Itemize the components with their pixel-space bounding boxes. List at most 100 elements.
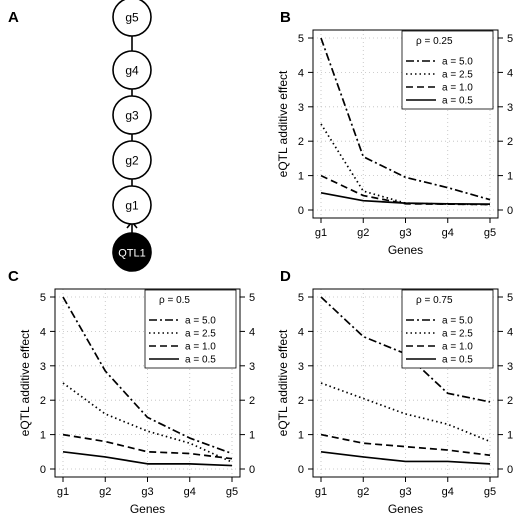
series-line-1 <box>320 382 491 443</box>
x-tick-label: g1 <box>315 227 327 239</box>
y-tick-label-left: 2 <box>298 395 304 407</box>
y-tick-label-left: 0 <box>40 464 46 476</box>
chart-panel-c: C 0 0 1 1 2 2 3 3 4 4 5 5 g1 g2 g3 g4 g5 Genes eQTL additiv… <box>8 268 255 516</box>
y-tick-label-left: 3 <box>298 361 304 373</box>
y-tick-label-left: 4 <box>298 326 304 338</box>
y-tick-label-right: 1 <box>507 430 513 442</box>
y-tick-label-left: 1 <box>298 430 304 442</box>
series-line-0 <box>320 37 491 201</box>
y-tick-label-left: 0 <box>298 464 304 476</box>
y-tick-label-right: 4 <box>249 326 255 338</box>
legend-item: a = 0.5 <box>442 355 473 366</box>
node-g3: g3 <box>112 95 152 135</box>
y-tick-label-left: 0 <box>298 205 304 217</box>
legend-box <box>401 289 494 369</box>
y-tick-label-right: 1 <box>507 171 513 183</box>
y-tick-label-right: 1 <box>249 430 255 442</box>
y-axis-label: eQTL additive effect <box>276 329 290 436</box>
y-tick-label-left: 2 <box>298 136 304 148</box>
svg-text:QTL1: QTL1 <box>118 248 146 260</box>
y-tick-label-right: 5 <box>249 292 255 304</box>
node-g4: g4 <box>112 50 152 90</box>
series-line-1 <box>320 123 491 206</box>
legend-item: a = 5.0 <box>442 57 473 68</box>
y-tick-label-left: 1 <box>298 171 304 183</box>
legend-item: a = 1.0 <box>442 342 473 353</box>
y-tick-label-left: 3 <box>40 361 46 373</box>
x-axis-label: Genes <box>130 502 165 516</box>
y-tick-label-left: 5 <box>298 292 304 304</box>
svg-text:g4: g4 <box>125 64 139 78</box>
x-tick-label: g2 <box>99 486 111 498</box>
x-tick-label: g4 <box>442 227 454 239</box>
y-tick-label-left: 1 <box>40 430 46 442</box>
x-tick-label: g4 <box>184 486 196 498</box>
y-tick-label-left: 4 <box>298 67 304 79</box>
series-line-3 <box>62 450 233 467</box>
y-tick-label-right: 0 <box>507 205 513 217</box>
panel-a: A g5 g4 g3 g2 g1 QTL1 <box>8 0 152 272</box>
y-tick-label-right: 4 <box>507 326 513 338</box>
x-tick-label: g5 <box>226 486 238 498</box>
legend-item: a = 2.5 <box>442 70 473 81</box>
svg-text:g2: g2 <box>125 154 139 168</box>
node-g5: g5 <box>112 0 152 37</box>
legend-title: ρ = 0.5 <box>159 295 190 306</box>
x-tick-label: g3 <box>399 227 411 239</box>
x-tick-label: g3 <box>141 486 153 498</box>
panel-label: C <box>8 268 19 285</box>
y-tick-label-left: 3 <box>298 102 304 114</box>
x-axis-label: Genes <box>388 243 423 257</box>
y-tick-label-right: 2 <box>249 395 255 407</box>
svg-text:g1: g1 <box>125 199 139 213</box>
series-line-0 <box>62 296 233 455</box>
x-axis-label: Genes <box>388 502 423 516</box>
y-tick-label-left: 5 <box>40 292 46 304</box>
legend-item: a = 0.5 <box>185 355 216 366</box>
x-tick-label: g2 <box>357 486 369 498</box>
x-tick-label: g1 <box>315 486 327 498</box>
y-tick-label-right: 0 <box>507 464 513 476</box>
legend-box <box>144 289 237 369</box>
panel-label: B <box>280 9 291 26</box>
node-qtl1: QTL1 <box>112 232 152 272</box>
x-tick-label: g4 <box>442 486 454 498</box>
y-tick-label-right: 2 <box>507 395 513 407</box>
legend-item: a = 1.0 <box>185 342 216 353</box>
x-tick-label: g5 <box>484 227 496 239</box>
y-tick-label-right: 2 <box>507 136 513 148</box>
x-tick-label: g2 <box>357 227 369 239</box>
legend-item: a = 5.0 <box>442 316 473 327</box>
legend-item: a = 0.5 <box>442 96 473 107</box>
legend-item: a = 2.5 <box>185 329 216 340</box>
chart-panel-d: D 0 0 1 1 2 2 3 3 4 4 5 5 g1 g2 g3 g4 g5 Genes eQTL additiv… <box>276 268 513 516</box>
y-tick-label-right: 4 <box>507 67 513 79</box>
x-tick-label: g1 <box>57 486 69 498</box>
series-line-1 <box>62 382 233 463</box>
y-tick-label-left: 4 <box>40 326 46 338</box>
y-tick-label-right: 3 <box>507 361 513 373</box>
y-axis-label: eQTL additive effect <box>276 70 290 177</box>
y-axis-label: eQTL additive effect <box>18 329 32 436</box>
svg-text:g3: g3 <box>125 109 139 123</box>
y-tick-label-right: 0 <box>249 464 255 476</box>
y-tick-label-right: 3 <box>507 102 513 114</box>
x-tick-label: g5 <box>484 486 496 498</box>
series-line-2 <box>320 433 491 457</box>
y-tick-label-right: 5 <box>507 33 513 45</box>
legend-item: a = 1.0 <box>442 83 473 94</box>
legend-item: a = 2.5 <box>442 329 473 340</box>
panel-label-a: A <box>8 9 19 26</box>
panel-label: D <box>280 268 291 285</box>
series-line-3 <box>320 450 491 465</box>
y-tick-label-left: 2 <box>40 395 46 407</box>
x-tick-label: g3 <box>399 486 411 498</box>
node-g1: g1 <box>112 185 152 225</box>
series-line-3 <box>320 191 491 206</box>
y-tick-label-right: 3 <box>249 361 255 373</box>
y-tick-label-left: 5 <box>298 33 304 45</box>
series-line-2 <box>62 433 233 460</box>
svg-text:g5: g5 <box>125 11 139 25</box>
node-g2: g2 <box>112 140 152 180</box>
